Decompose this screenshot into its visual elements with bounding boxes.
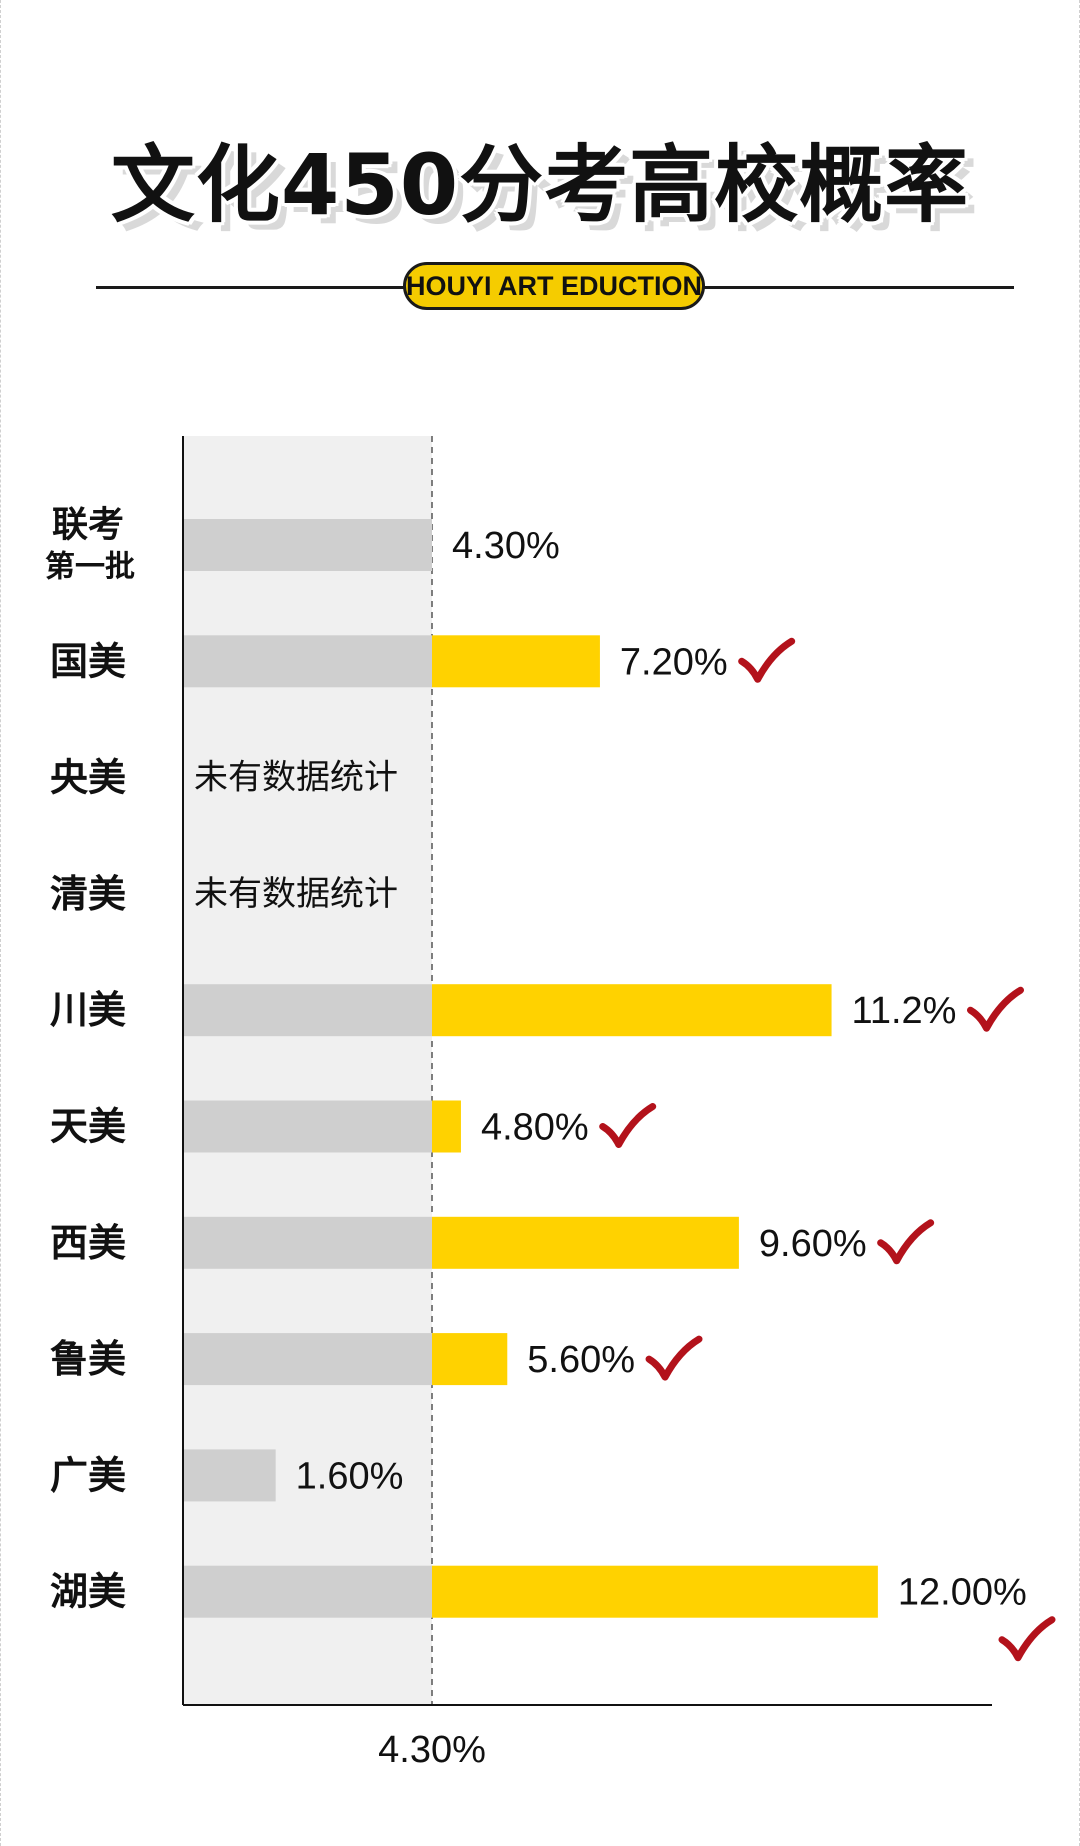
header-rule-right bbox=[704, 286, 1014, 289]
bar-baseline bbox=[183, 1333, 432, 1386]
bar-excess bbox=[432, 635, 600, 688]
no-data-label: 未有数据统计 bbox=[194, 874, 398, 914]
bar-value-label: 4.80% bbox=[481, 1107, 589, 1149]
category-label: 湖美 bbox=[50, 1570, 126, 1614]
category-label: 广美 bbox=[50, 1453, 126, 1497]
bar-value-label: 9.60% bbox=[759, 1223, 867, 1265]
category-label: 清美 bbox=[50, 872, 126, 916]
bar-value-label: 11.2% bbox=[852, 990, 957, 1032]
bar-excess bbox=[432, 1333, 508, 1386]
category-sublabel: 第一批 bbox=[45, 550, 135, 585]
bar-baseline bbox=[183, 635, 432, 688]
bar-value-label: 7.20% bbox=[620, 641, 728, 683]
check-icon bbox=[645, 1335, 703, 1381]
category-label: 天美 bbox=[50, 1105, 126, 1149]
bar-baseline bbox=[183, 1565, 432, 1618]
bar-baseline bbox=[183, 1100, 432, 1153]
bar-baseline bbox=[183, 519, 432, 571]
bar-excess bbox=[432, 984, 832, 1037]
page-title: 文化450分考高校概率 bbox=[110, 136, 970, 234]
bar-value-label: 5.60% bbox=[527, 1339, 635, 1381]
category-label: 联考 bbox=[52, 505, 124, 546]
bar-value-label: 4.30% bbox=[452, 525, 560, 567]
check-icon bbox=[599, 1103, 657, 1148]
check-icon bbox=[738, 637, 796, 683]
bar-excess bbox=[432, 1216, 739, 1269]
reference-band bbox=[183, 436, 432, 1705]
check-icon bbox=[877, 1219, 935, 1265]
header-rule-left bbox=[96, 286, 404, 289]
bar-excess bbox=[432, 1100, 461, 1153]
reference-tick-label: 4.30% bbox=[378, 1729, 486, 1771]
check-icon bbox=[966, 986, 1024, 1032]
category-label: 鲁美 bbox=[50, 1337, 126, 1381]
check-icon bbox=[998, 1616, 1056, 1662]
category-label: 央美 bbox=[50, 756, 126, 800]
no-data-label: 未有数据统计 bbox=[194, 758, 398, 798]
category-label: 国美 bbox=[50, 639, 126, 683]
brand-badge: HOUYI ART EDUCTION bbox=[403, 262, 705, 310]
bar-baseline bbox=[183, 984, 432, 1037]
bar-excess bbox=[432, 1565, 878, 1618]
bar-value-label: 1.60% bbox=[296, 1455, 404, 1497]
bar-baseline bbox=[183, 1216, 432, 1269]
bar-value-label: 12.00% bbox=[898, 1572, 1027, 1614]
category-label: 川美 bbox=[50, 988, 126, 1032]
bar-baseline bbox=[183, 1449, 276, 1502]
category-label: 西美 bbox=[50, 1221, 126, 1265]
